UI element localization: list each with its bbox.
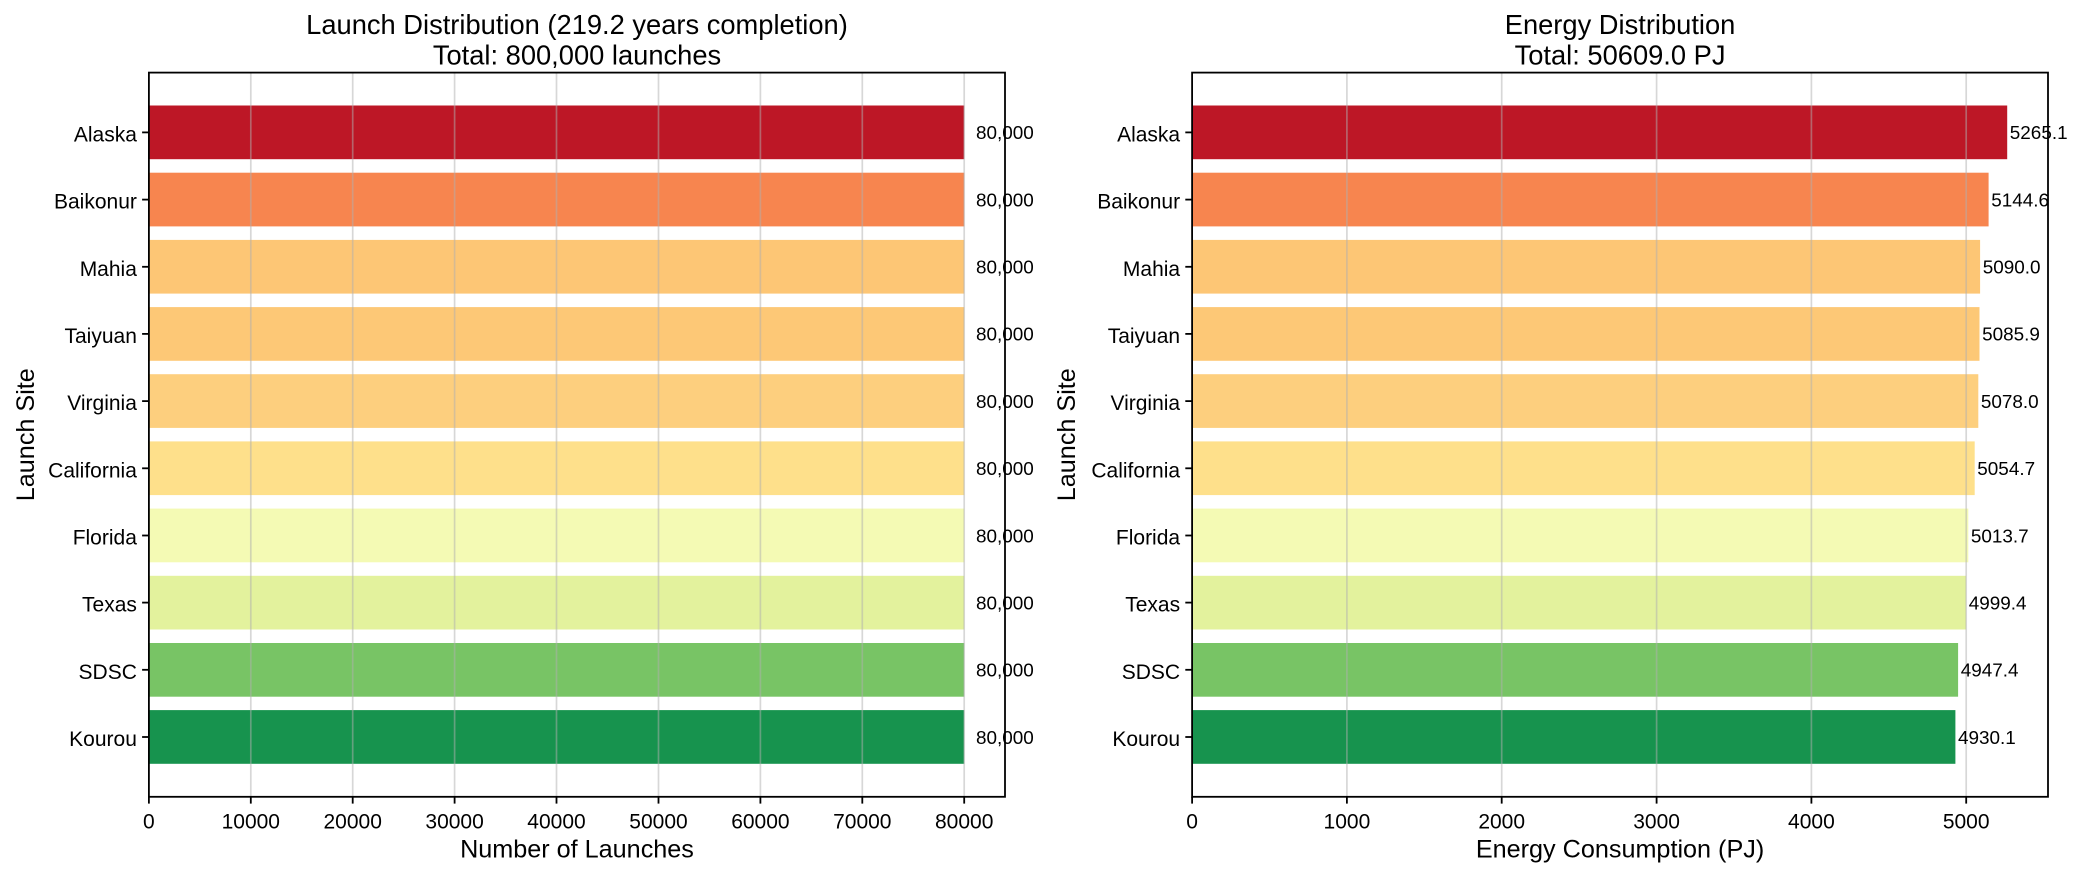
svg-text:Energy Consumption (PJ): Energy Consumption (PJ) — [1476, 836, 1764, 864]
svg-text:Virginia: Virginia — [1110, 392, 1180, 415]
svg-text:0: 0 — [1186, 811, 1198, 834]
svg-text:Florida: Florida — [73, 527, 138, 550]
svg-text:80,000: 80,000 — [976, 123, 1034, 144]
svg-text:80,000: 80,000 — [976, 728, 1034, 749]
svg-text:Mahia: Mahia — [1123, 258, 1181, 281]
svg-text:4930.1: 4930.1 — [1958, 728, 2016, 749]
svg-text:5000: 5000 — [1943, 811, 1990, 834]
svg-text:80,000: 80,000 — [976, 392, 1034, 413]
svg-text:10000: 10000 — [222, 811, 280, 834]
svg-text:Virginia: Virginia — [67, 392, 137, 415]
svg-text:80,000: 80,000 — [976, 325, 1034, 346]
svg-text:80,000: 80,000 — [976, 459, 1034, 480]
svg-text:Baikonur: Baikonur — [54, 191, 137, 214]
svg-text:2000: 2000 — [1478, 811, 1525, 834]
svg-text:Taiyuan: Taiyuan — [65, 325, 137, 348]
svg-text:Number of Launches: Number of Launches — [460, 836, 694, 864]
svg-text:5013.7: 5013.7 — [1971, 526, 2029, 547]
svg-text:Florida: Florida — [1116, 527, 1181, 550]
svg-text:California: California — [1091, 459, 1180, 482]
svg-text:Texas: Texas — [1125, 594, 1180, 617]
svg-text:Launch Site: Launch Site — [12, 368, 40, 501]
svg-text:4947.4: 4947.4 — [1961, 661, 2019, 682]
svg-text:80,000: 80,000 — [976, 526, 1034, 547]
svg-text:80000: 80000 — [935, 811, 993, 834]
svg-text:Taiyuan: Taiyuan — [1108, 325, 1180, 348]
svg-text:50000: 50000 — [629, 811, 687, 834]
svg-text:4000: 4000 — [1788, 811, 1835, 834]
svg-text:5054.7: 5054.7 — [1977, 459, 2035, 480]
svg-text:Texas: Texas — [82, 594, 137, 617]
svg-text:5085.9: 5085.9 — [1982, 325, 2040, 346]
svg-text:70000: 70000 — [833, 811, 891, 834]
svg-text:0: 0 — [143, 811, 155, 834]
svg-text:80,000: 80,000 — [976, 258, 1034, 279]
svg-text:5090.0: 5090.0 — [1983, 258, 2041, 279]
svg-text:Energy Distribution: Energy Distribution — [1505, 9, 1736, 40]
svg-text:SDSC: SDSC — [79, 661, 137, 684]
svg-text:Alaska: Alaska — [74, 123, 137, 146]
svg-text:Kourou: Kourou — [69, 728, 137, 751]
svg-text:Launch Distribution (219.2 yea: Launch Distribution (219.2 years complet… — [306, 9, 848, 40]
svg-text:80,000: 80,000 — [976, 593, 1034, 614]
svg-text:30000: 30000 — [425, 811, 483, 834]
svg-text:1000: 1000 — [1324, 811, 1371, 834]
svg-text:20000: 20000 — [323, 811, 381, 834]
svg-text:Total: 800,000 launches: Total: 800,000 launches — [433, 39, 721, 70]
svg-text:5265.1: 5265.1 — [2010, 123, 2068, 144]
svg-text:Mahia: Mahia — [80, 258, 138, 281]
svg-text:60000: 60000 — [731, 811, 789, 834]
svg-text:Alaska: Alaska — [1117, 123, 1180, 146]
svg-text:80,000: 80,000 — [976, 190, 1034, 211]
svg-text:Kourou: Kourou — [1112, 728, 1180, 751]
svg-text:Baikonur: Baikonur — [1097, 191, 1180, 214]
svg-text:California: California — [48, 459, 137, 482]
svg-text:4999.4: 4999.4 — [1969, 593, 2027, 614]
svg-text:5144.6: 5144.6 — [1991, 190, 2049, 211]
svg-text:5078.0: 5078.0 — [1981, 392, 2039, 413]
svg-text:Launch Site: Launch Site — [1053, 368, 1081, 501]
svg-text:Total: 50609.0 PJ: Total: 50609.0 PJ — [1515, 39, 1726, 70]
svg-text:40000: 40000 — [527, 811, 585, 834]
svg-text:SDSC: SDSC — [1122, 661, 1180, 684]
svg-text:80,000: 80,000 — [976, 661, 1034, 682]
svg-text:3000: 3000 — [1633, 811, 1680, 834]
